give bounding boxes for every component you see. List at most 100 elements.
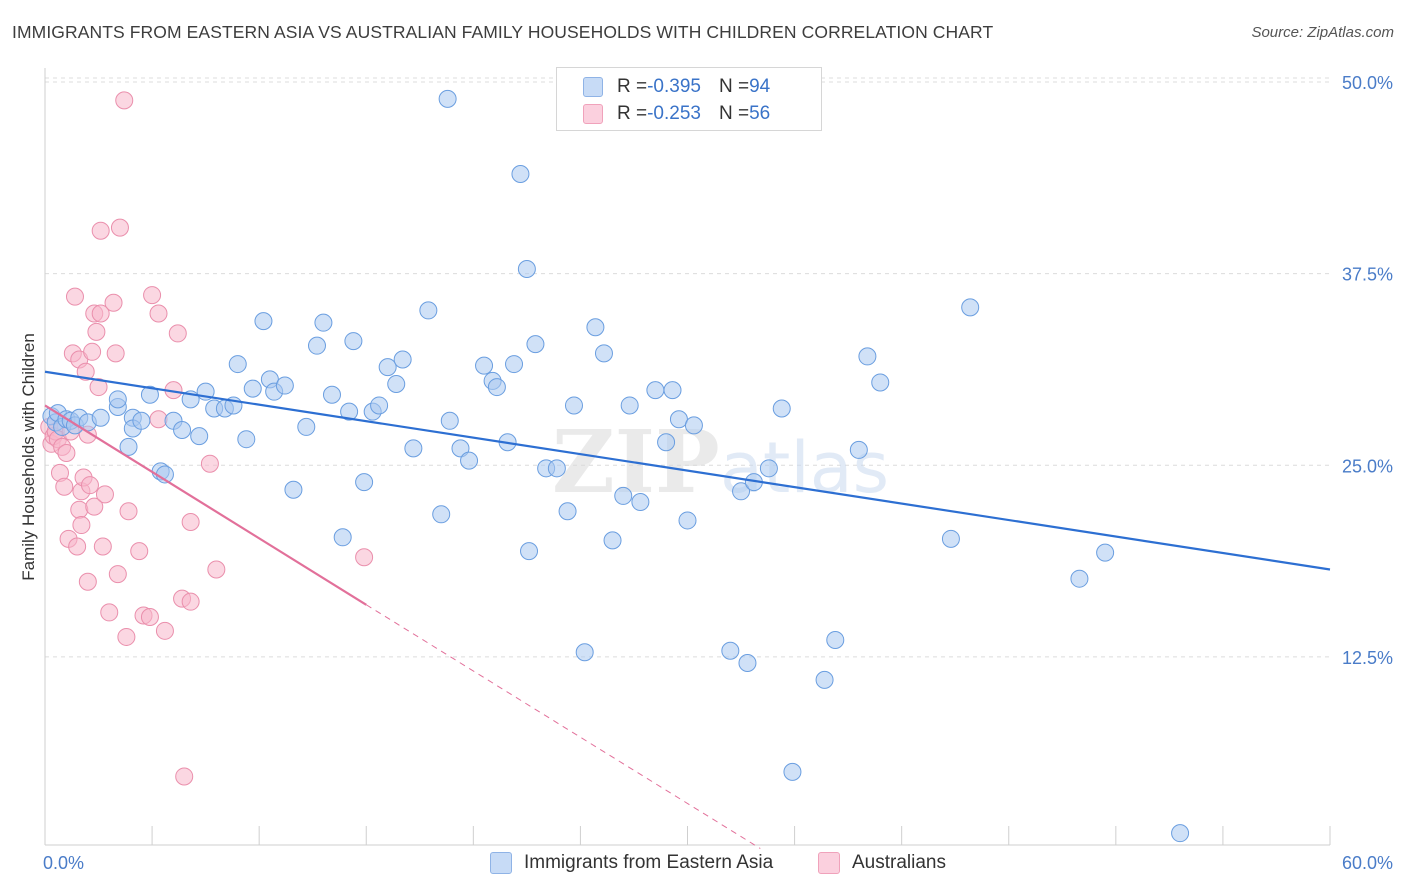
eastern-asia-point-63 [526, 335, 545, 354]
eastern-asia-point-51 [438, 89, 457, 108]
eastern-asia-point-49 [419, 301, 438, 320]
eastern-asia-point-48 [404, 439, 423, 458]
x-ticks [44, 826, 1331, 845]
eastern-asia-point-92 [871, 373, 890, 392]
eastern-asia-point-30 [254, 312, 273, 331]
watermark: ZIPatlas [552, 412, 889, 513]
australians-point-42 [140, 608, 159, 627]
eastern-asia-point-28 [237, 430, 256, 449]
eastern-asia-point-46 [387, 375, 406, 394]
eastern-asia-point-97 [1171, 824, 1190, 843]
eastern-asia-point-83 [738, 654, 757, 673]
australians-point-45 [149, 410, 168, 429]
australians-point-7 [55, 477, 74, 496]
legend-r-label: R = [617, 103, 648, 124]
eastern-asia-point-73 [620, 396, 639, 415]
eastern-asia-point-87 [783, 762, 802, 781]
eastern-asia-point-22 [190, 427, 209, 446]
eastern-asia-point-61 [517, 260, 536, 279]
eastern-asia-trend-line [44, 370, 1331, 571]
australians-point-26 [87, 322, 106, 341]
y-tick-label-1: 25.0% [1342, 456, 1393, 476]
australians-point-33 [104, 293, 123, 312]
eastern-asia-point-67 [564, 396, 583, 415]
australians-point-19 [76, 362, 95, 381]
eastern-asia-point-79 [678, 511, 697, 530]
bottom-legend-label: Immigrants from Eastern Asia [524, 852, 774, 873]
eastern-asia-point-68 [575, 643, 594, 662]
eastern-asia-point-16 [140, 385, 159, 404]
australians-point-43 [143, 286, 162, 305]
eastern-asia-point-77 [663, 381, 682, 400]
australians-point-14 [70, 500, 89, 519]
eastern-asia-point-37 [314, 313, 333, 332]
x-tick-label-1: 60.0% [1342, 853, 1393, 873]
eastern-asia-point-35 [297, 417, 316, 436]
y-tick-label-3: 50.0% [1342, 73, 1393, 93]
australians-point-53 [200, 454, 219, 473]
bottom-legend-label: Australians [852, 852, 946, 873]
eastern-asia-point-12 [119, 437, 138, 456]
eastern-asia-point-42 [355, 473, 374, 492]
eastern-asia-point-27 [228, 355, 247, 374]
eastern-asia-point-78 [669, 410, 688, 429]
eastern-asia-point-57 [487, 378, 506, 397]
australians-point-34 [106, 344, 125, 363]
y-tick-label-2: 37.5% [1342, 265, 1393, 285]
australians-point-28 [91, 304, 110, 323]
australians-point-8 [57, 443, 76, 462]
bottom-legend-australians: Australians [818, 852, 946, 874]
australians-point-30 [93, 537, 112, 556]
australians-point-16 [72, 516, 91, 535]
eastern-asia-point-89 [826, 631, 845, 650]
eastern-asia-point-53 [451, 439, 470, 458]
eastern-asia-point-75 [646, 381, 665, 400]
australians-point-54 [207, 560, 226, 579]
eastern-asia-point-96 [1096, 543, 1115, 562]
eastern-asia-point-72 [614, 486, 633, 505]
legend-r-label: R = [617, 76, 648, 97]
legend-n-label: N = [718, 103, 750, 124]
source-label: Source: ZipAtlas.com [1251, 24, 1394, 41]
bottom-legend-eastern-asia: Immigrants from Eastern Asia [490, 852, 773, 874]
legend-swatch-pink [583, 104, 603, 124]
legend-row-australians: R = -0.253 N = 56 [583, 102, 770, 126]
australians-point-51 [181, 512, 200, 531]
eastern-asia-point-38 [322, 385, 341, 404]
eastern-asia-point-86 [772, 399, 791, 418]
australians-point-37 [115, 91, 134, 110]
eastern-asia-point-40 [340, 402, 359, 421]
eastern-asia-point-45 [378, 358, 397, 377]
australians-point-13 [68, 537, 87, 556]
eastern-asia-point-9 [91, 408, 110, 427]
eastern-asia-point-50 [432, 505, 451, 524]
australians-point-23 [83, 342, 102, 361]
eastern-asia-point-11 [108, 390, 127, 409]
eastern-asia-point-70 [594, 344, 613, 363]
y-axis-title: Family Households with Children [19, 333, 38, 581]
australians-point-25 [85, 497, 104, 516]
australians-point-21 [78, 572, 97, 591]
australians-point-40 [130, 542, 149, 561]
australians-point-50 [175, 767, 194, 786]
eastern-asia-point-39 [333, 528, 352, 547]
eastern-asia-point-93 [941, 529, 960, 548]
eastern-asia-point-91 [858, 347, 877, 366]
legend-swatch-blue [583, 77, 603, 97]
x-tick-label-0: 0.0% [43, 853, 84, 873]
legend-n-label: N = [718, 76, 750, 97]
eastern-asia-point-41 [344, 332, 363, 351]
eastern-asia-point-60 [511, 164, 530, 183]
eastern-asia-point-59 [505, 355, 524, 374]
eastern-asia-point-90 [849, 440, 868, 459]
eastern-asia-point-95 [1070, 569, 1089, 588]
eastern-asia-point-66 [558, 502, 577, 521]
legend-n-value: 94 [749, 76, 771, 97]
chart-title: IMMIGRANTS FROM EASTERN ASIA VS AUSTRALI… [12, 22, 994, 42]
eastern-asia-point-36 [307, 336, 326, 355]
australians-point-12 [65, 287, 84, 306]
legend-n-value: 56 [749, 103, 771, 124]
australians-point-39 [119, 502, 138, 521]
australians-point-22 [80, 476, 99, 495]
correlation-legend: R = -0.395 N = 94 R = -0.253 N = 56 [556, 67, 822, 131]
